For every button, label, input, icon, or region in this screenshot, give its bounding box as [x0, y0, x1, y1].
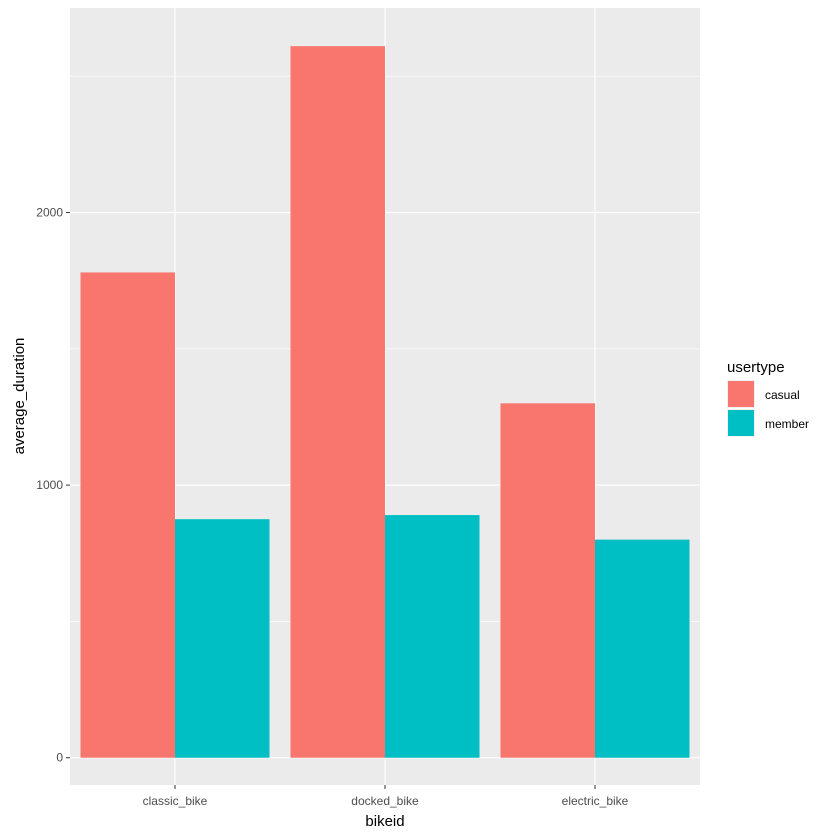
x-tick-label: classic_bike [143, 794, 208, 808]
bar-casual-electric_bike [500, 403, 595, 758]
y-tick-label: 0 [56, 751, 63, 765]
bar-member-classic_bike [175, 519, 270, 758]
bars [80, 46, 690, 758]
y-axis-ticks: 0 1000 2000 [36, 205, 70, 765]
y-tick-label: 2000 [36, 205, 63, 219]
x-axis-title: bikeid [365, 813, 404, 830]
x-axis-ticks: classic_bike docked_bike electric_bike [143, 785, 629, 808]
x-tick-label: docked_bike [351, 794, 419, 808]
legend-title: usertype [727, 359, 785, 376]
legend-label-member: member [765, 417, 809, 431]
x-tick-label: electric_bike [562, 794, 629, 808]
legend-label-casual: casual [765, 388, 800, 402]
legend: usertype casual member [727, 359, 809, 437]
legend-swatch-casual [728, 381, 754, 407]
legend-swatch-member [728, 410, 754, 436]
bar-member-docked_bike [385, 515, 480, 758]
y-tick-label: 1000 [36, 478, 63, 492]
bar-member-electric_bike [595, 539, 690, 758]
y-axis-title: average_duration [11, 338, 28, 455]
bar-casual-docked_bike [290, 46, 385, 758]
bar-casual-classic_bike [80, 272, 175, 758]
